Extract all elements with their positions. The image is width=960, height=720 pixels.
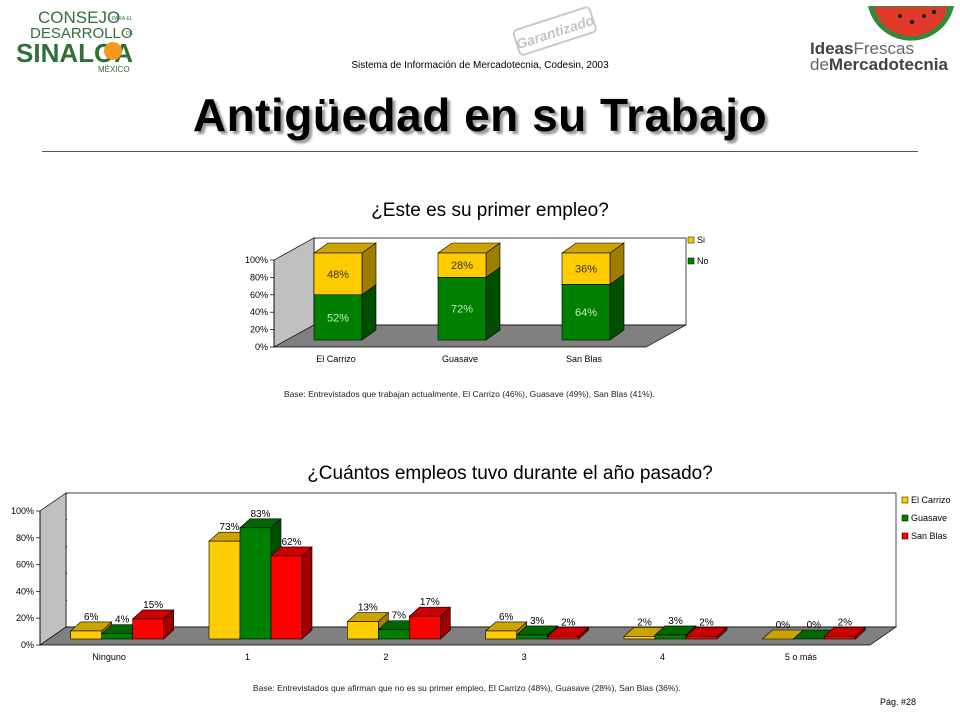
logo-left-line4: MÉXICO xyxy=(98,65,130,74)
garantizado-stamp: Garantizado xyxy=(512,6,597,56)
chart1-bar-no xyxy=(437,266,501,341)
ideas-frescas-logo: IdeasFrescas deMercadotecnia xyxy=(810,6,954,74)
chart1-bar-si xyxy=(561,242,625,285)
chart2-data-label: 62% xyxy=(281,537,301,548)
title-divider xyxy=(42,151,918,152)
chart2-ytick-label: 80% xyxy=(16,533,34,543)
codesin-logo: CONSEJO PARA EL DESARROLLO DE SINALOA MÉ… xyxy=(16,8,134,74)
chart2-bars xyxy=(69,518,867,640)
chart2-bar-san-blas xyxy=(270,546,313,640)
chart2-category-label: 3 xyxy=(522,652,527,662)
chart2-bar-san-blas xyxy=(408,606,452,640)
chart2-legend-label: Guasave xyxy=(911,513,947,523)
chart1-legend-swatch xyxy=(687,257,695,265)
chart1-ytick-label: 80% xyxy=(250,272,268,282)
chart2-data-label: 7% xyxy=(392,611,407,622)
chart1-legend-label: Si xyxy=(697,235,705,245)
chart1-ytick-label: 20% xyxy=(250,325,268,335)
chart2-category-label: 5 o más xyxy=(785,652,818,662)
chart1-title: ¿Este es su primer empleo? xyxy=(371,200,609,221)
chart2-title: ¿Cuántos empleos tuvo durante el año pas… xyxy=(307,463,713,484)
chart1-legend-item: No xyxy=(687,256,709,266)
chart1-ytick-label: 40% xyxy=(250,307,268,317)
chart2-ytick-label: 100% xyxy=(11,506,34,516)
logo-left-line1: CONSEJO xyxy=(38,8,120,27)
chart2-category-label: 4 xyxy=(660,652,665,662)
chart1-base-note: Base: Entrevistados que trabajan actualm… xyxy=(284,389,655,399)
chart2-bar-san-blas xyxy=(685,626,728,640)
chart1-legend-label: No xyxy=(697,256,709,266)
logo-right-line1: IdeasFrescas xyxy=(810,39,914,58)
chart2-ytick-label: 40% xyxy=(16,586,34,596)
logo-right-line2: deMercadotecnia xyxy=(810,55,949,74)
chart2-data-label: 2% xyxy=(637,617,652,628)
chart2-data-label: 2% xyxy=(838,617,853,628)
chart1-data-label: 52% xyxy=(327,312,349,324)
chart2-ytick-label: 20% xyxy=(16,613,34,623)
chart2-side-wall xyxy=(39,492,67,646)
chart2-data-label: 17% xyxy=(420,597,440,608)
chart1-bars xyxy=(313,242,625,341)
chart2-data-label: 15% xyxy=(143,600,163,611)
logo-sun-icon xyxy=(104,42,122,60)
chart2-legend-item: San Blas xyxy=(901,531,948,541)
chart2-bar-san-blas xyxy=(546,626,590,640)
chart1-ytick-label: 100% xyxy=(245,255,268,265)
chart2-data-label: 83% xyxy=(250,509,270,520)
logo-left-line2-small: DE xyxy=(126,31,134,37)
chart1-bar-si xyxy=(313,242,377,296)
chart2-data-label: 2% xyxy=(699,617,714,628)
chart2-legend-swatch xyxy=(901,532,909,540)
chart1-data-label: 72% xyxy=(451,304,473,316)
chart2-category-label: 1 xyxy=(245,652,250,662)
chart2-ytick-label: 60% xyxy=(16,560,34,570)
chart1-category-label: Guasave xyxy=(442,354,478,364)
page-number: Pág. #28 xyxy=(880,697,917,707)
chart2-data-label: 6% xyxy=(84,612,99,623)
chart1-data-label: 36% xyxy=(575,264,597,276)
chart1-legend-item: Si xyxy=(687,235,705,245)
chart2-data-label: 6% xyxy=(499,612,514,623)
chart2-legend-item: Guasave xyxy=(901,513,947,523)
chart2-legend-item: El Carrizo xyxy=(901,495,951,505)
chart2-category-label: Ninguno xyxy=(92,652,126,662)
logo-left-line1-small: PARA EL xyxy=(112,16,133,22)
chart2-bar-san-blas xyxy=(823,626,867,640)
chart2-data-label: 2% xyxy=(561,617,576,628)
chart2-data-label: 4% xyxy=(115,615,130,626)
chart1-category-label: El Carrizo xyxy=(316,354,356,364)
chart1-ytick-label: 60% xyxy=(250,290,268,300)
chart2-legend-swatch xyxy=(901,496,909,504)
chart2-data-label: 0% xyxy=(776,620,791,631)
page-title: Antigüedad en su Trabajo xyxy=(192,89,768,141)
chart1-data-label: 48% xyxy=(327,269,349,281)
chart2-data-label: 3% xyxy=(530,616,545,627)
chart2-legend-label: San Blas xyxy=(911,531,948,541)
chart1-data-label: 28% xyxy=(451,260,473,272)
chart1-ytick-label: 0% xyxy=(255,342,268,352)
chart2-data-label: 73% xyxy=(219,522,239,533)
chart2-bar-san-blas xyxy=(131,609,175,640)
chart1-bar-si xyxy=(437,242,501,278)
chart2-data-label: 13% xyxy=(358,603,378,614)
chart1-legend: Si No xyxy=(687,235,709,266)
chart1-legend-swatch xyxy=(687,236,695,244)
chart2-base-note: Base: Entrevistados que afirman que no e… xyxy=(253,683,681,693)
system-caption: Sistema de Información de Mercadotecnia,… xyxy=(351,60,609,71)
chart2-ytick-label: 0% xyxy=(21,640,34,650)
chart2-legend: El Carrizo Guasave San Blas xyxy=(901,495,951,541)
chart1-data-label: 64% xyxy=(575,307,597,319)
chart2-back-wall xyxy=(65,492,897,628)
chart2-category-label: 2 xyxy=(383,652,388,662)
chart2-legend-swatch xyxy=(901,514,909,522)
chart2-legend-label: El Carrizo xyxy=(911,495,951,505)
chart1-category-label: San Blas xyxy=(566,354,603,364)
chart2-data-label: 0% xyxy=(807,620,822,631)
logo-left-line2: DESARROLLO xyxy=(30,25,133,42)
chart2-data-label: 3% xyxy=(668,616,683,627)
